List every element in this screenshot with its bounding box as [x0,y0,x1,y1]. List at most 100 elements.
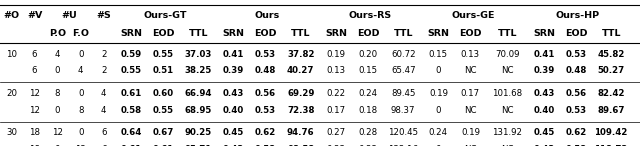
Text: 6: 6 [101,145,106,146]
Text: TTL: TTL [394,29,413,38]
Text: 0.53: 0.53 [255,50,276,59]
Text: 0.27: 0.27 [326,128,346,137]
Text: 0: 0 [78,89,83,98]
Text: 132.16: 132.16 [388,145,419,146]
Text: 0: 0 [55,66,60,75]
Text: 0.55: 0.55 [153,50,173,59]
Text: 0.61: 0.61 [152,145,174,146]
Text: 4: 4 [78,66,83,75]
Text: 0.13: 0.13 [326,66,346,75]
Text: TTL: TTL [602,29,621,38]
Text: 0.19: 0.19 [461,128,480,137]
Text: 12: 12 [52,128,63,137]
Text: 0.39: 0.39 [223,66,244,75]
Text: 38.25: 38.25 [185,66,212,75]
Text: EOD: EOD [152,29,175,38]
Text: NC: NC [464,66,477,75]
Text: 0.59: 0.59 [120,50,142,59]
Text: 0: 0 [78,128,83,137]
Text: 90.25: 90.25 [185,128,212,137]
Text: 4: 4 [101,89,106,98]
Text: NC: NC [501,106,513,115]
Text: 20: 20 [6,89,17,98]
Text: 0.15: 0.15 [429,50,448,59]
Text: 12: 12 [75,145,86,146]
Text: 6: 6 [32,50,37,59]
Text: 60.72: 60.72 [391,50,415,59]
Text: 0.43: 0.43 [533,89,555,98]
Text: 0.58: 0.58 [565,145,587,146]
Text: 12: 12 [29,89,40,98]
Text: 0.58: 0.58 [255,145,276,146]
Text: 6: 6 [101,128,106,137]
Text: #U: #U [61,11,77,20]
Text: 0.61: 0.61 [120,145,142,146]
Text: 0.24: 0.24 [429,128,448,137]
Text: Ours: Ours [255,11,280,20]
Text: SRN: SRN [533,29,555,38]
Text: 0.67: 0.67 [152,128,174,137]
Text: 8: 8 [78,106,83,115]
Text: 68.95: 68.95 [185,106,212,115]
Text: 0.55: 0.55 [121,66,141,75]
Text: 37.82: 37.82 [287,50,314,59]
Text: NC: NC [464,145,477,146]
Text: TTL: TTL [291,29,310,38]
Text: 8: 8 [55,89,60,98]
Text: SRN: SRN [223,29,244,38]
Text: 94.76: 94.76 [287,128,315,137]
Text: 0.41: 0.41 [223,50,244,59]
Text: 65.47: 65.47 [391,66,415,75]
Text: 12: 12 [29,106,40,115]
Text: EOD: EOD [356,29,380,38]
Text: Ours-GT: Ours-GT [143,11,186,20]
Text: 0: 0 [55,106,60,115]
Text: 37.03: 37.03 [185,50,212,59]
Text: 0.53: 0.53 [565,50,587,59]
Text: P.O: P.O [49,29,66,38]
Text: 0: 0 [436,66,441,75]
Text: 0.43: 0.43 [223,89,244,98]
Text: 0.23: 0.23 [326,145,346,146]
Text: 0.58: 0.58 [120,106,142,115]
Text: SRN: SRN [325,29,347,38]
Text: #O: #O [3,11,20,20]
Text: 0.22: 0.22 [358,145,378,146]
Text: 95.71: 95.71 [185,145,212,146]
Text: 0.39: 0.39 [533,66,555,75]
Text: 70.09: 70.09 [495,50,520,59]
Text: 0: 0 [436,145,441,146]
Text: 45.82: 45.82 [598,50,625,59]
Text: 0.20: 0.20 [358,50,378,59]
Text: TTL: TTL [497,29,517,38]
Text: 0.43: 0.43 [533,145,555,146]
Text: 0.17: 0.17 [326,106,346,115]
Text: 0: 0 [78,50,83,59]
Text: 0.56: 0.56 [255,89,276,98]
Text: 50.27: 50.27 [598,66,625,75]
Text: 0.22: 0.22 [326,89,346,98]
Text: NC: NC [464,106,477,115]
Text: 0.64: 0.64 [120,128,142,137]
Text: 0.62: 0.62 [255,128,276,137]
Text: 0: 0 [55,145,60,146]
Text: 131.92: 131.92 [492,128,522,137]
Text: 0.19: 0.19 [326,50,346,59]
Text: 0.18: 0.18 [358,106,378,115]
Text: 0: 0 [436,106,441,115]
Text: SRN: SRN [428,29,449,38]
Text: 0.13: 0.13 [461,50,480,59]
Text: 18: 18 [29,128,40,137]
Text: 6: 6 [32,66,37,75]
Text: NC: NC [501,145,513,146]
Text: #S: #S [96,11,111,20]
Text: 4: 4 [55,50,60,59]
Text: 69.29: 69.29 [287,89,314,98]
Text: 0.53: 0.53 [565,106,587,115]
Text: 0.15: 0.15 [358,66,378,75]
Text: EOD: EOD [564,29,588,38]
Text: #V: #V [27,11,42,20]
Text: 30: 30 [6,128,17,137]
Text: 0.24: 0.24 [358,89,378,98]
Text: 98.58: 98.58 [287,145,314,146]
